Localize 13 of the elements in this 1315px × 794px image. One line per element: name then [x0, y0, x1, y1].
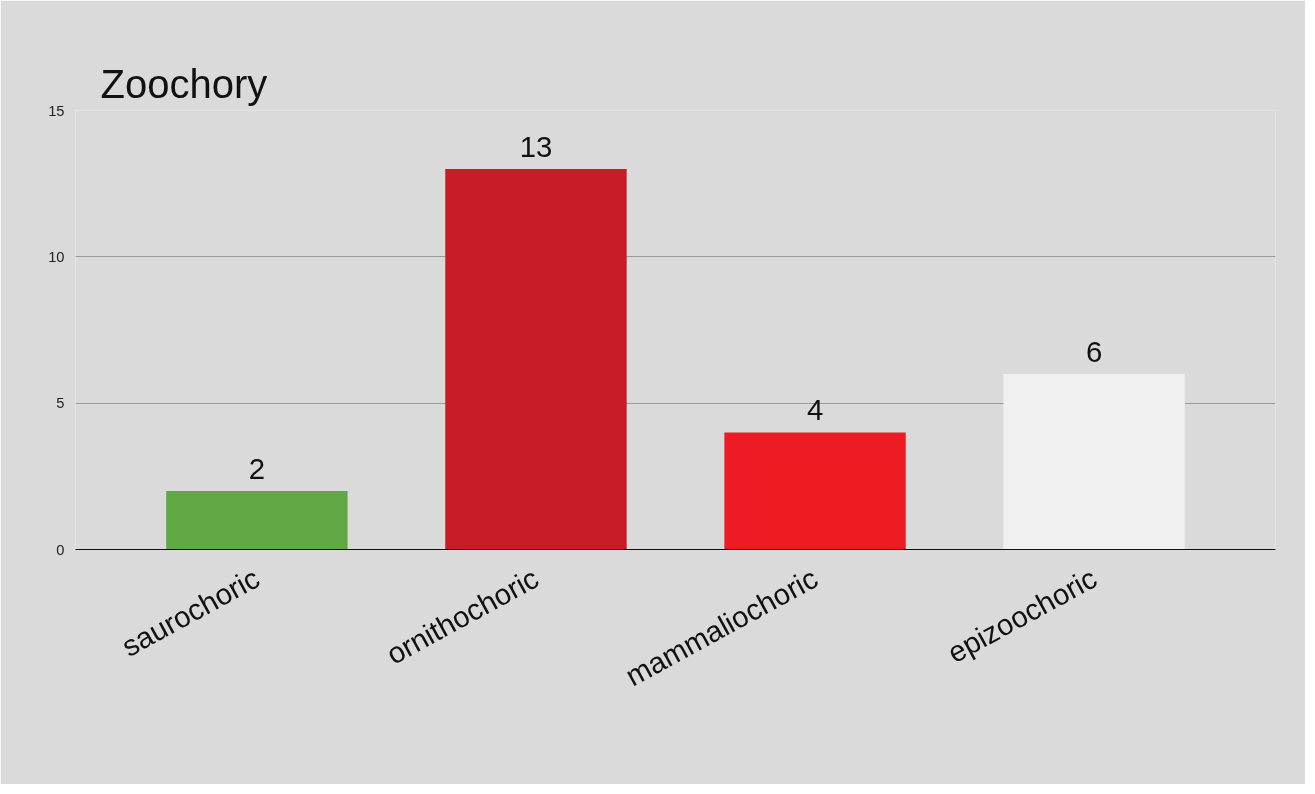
- y-tick-label: 0: [56, 541, 65, 558]
- data-label: 4: [806, 393, 824, 427]
- y-tick-label: 5: [56, 395, 65, 412]
- bar: [724, 432, 906, 550]
- data-label: 2: [248, 451, 266, 485]
- chart-title: Zoochory: [100, 61, 268, 106]
- y-tick-label: 10: [48, 248, 65, 265]
- y-tick-label: 15: [48, 102, 65, 119]
- bar: [1003, 373, 1185, 550]
- data-label: 13: [519, 130, 553, 164]
- data-label: 6: [1085, 334, 1103, 368]
- bar: [445, 169, 627, 550]
- bar: [166, 490, 348, 550]
